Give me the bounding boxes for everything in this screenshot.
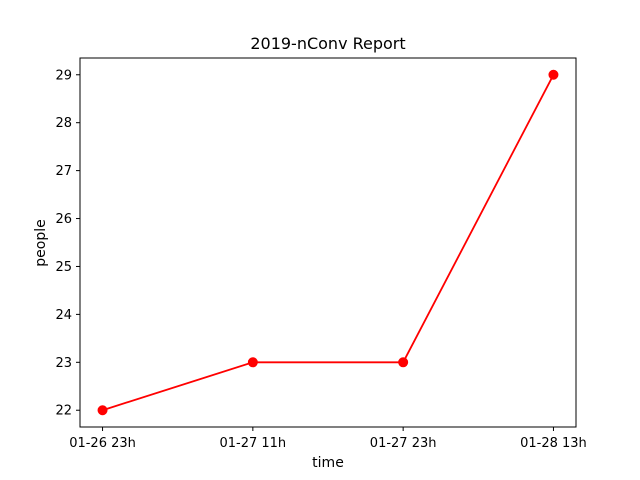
y-tick-label: 27	[55, 164, 72, 179]
y-tick-label: 22	[55, 404, 72, 419]
y-tick-label: 25	[55, 260, 72, 275]
x-tick-label: 01-26 23h	[69, 436, 136, 451]
data-point	[247, 357, 258, 368]
axis-ticks: 01-26 23h 01-27 11h 01-27 23h 01-28 13h 22 23…	[55, 68, 586, 451]
x-axis-label: time	[312, 455, 344, 471]
series-line	[102, 74, 555, 412]
y-tick-label: 26	[55, 212, 72, 227]
data-point	[398, 357, 409, 368]
y-tick-label: 28	[55, 116, 72, 131]
y-tick-label: 29	[55, 68, 72, 83]
x-tick-label: 01-28 13h	[520, 436, 587, 451]
data-point	[97, 405, 108, 416]
x-tick-label: 01-27 23h	[370, 436, 437, 451]
chart-title: 2019-nConv Report	[250, 34, 405, 53]
series-layer	[97, 69, 559, 416]
plot-frame	[79, 57, 577, 428]
y-tick-label: 24	[55, 308, 72, 323]
y-axis-label: people	[33, 219, 49, 266]
y-tick-label: 23	[55, 356, 72, 371]
plot-area	[80, 58, 576, 427]
x-tick-label: 01-27 11h	[219, 436, 286, 451]
data-point	[548, 69, 559, 80]
